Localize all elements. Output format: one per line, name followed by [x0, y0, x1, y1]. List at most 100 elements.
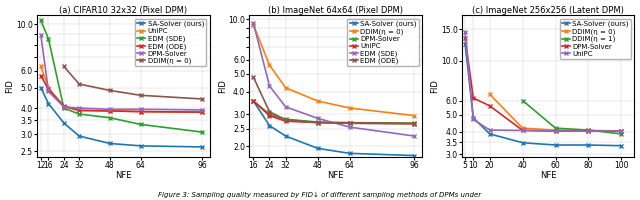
- SA-Solver (ours): [584, 144, 592, 146]
- EDM (SDE): [250, 22, 257, 24]
- DPM-Solver: [45, 90, 52, 93]
- UniPC: [106, 110, 114, 112]
- DDIM(η = 0): [198, 98, 206, 100]
- Line: DDIM(η = 0): DDIM(η = 0): [251, 22, 417, 118]
- DDIM(η = 0): [346, 107, 354, 109]
- EDM (SDE): [314, 117, 321, 120]
- DPM-Solver: [250, 100, 257, 102]
- SA-Solver (ours): [314, 147, 321, 150]
- DPM-Solver: [76, 107, 83, 109]
- UniPC: [461, 31, 469, 33]
- SA-Solver (ours): [250, 100, 257, 102]
- Line: EDM (ODE): EDM (ODE): [38, 73, 204, 115]
- EDM (ODE): [314, 121, 321, 124]
- DDIM(η = 1): [552, 127, 559, 129]
- SA-Solver (ours): [60, 122, 68, 124]
- DPM-Solver: [552, 130, 559, 132]
- Line: SA-Solver (ours): SA-Solver (ours): [38, 85, 204, 149]
- DDIM(η = 0): [106, 89, 114, 92]
- Legend: SA-Solver (ours), DDIM(η = 0), DPM-Solver, UniPC, EDM (SDE), EDM (ODE): SA-Solver (ours), DDIM(η = 0), DPM-Solve…: [348, 19, 419, 66]
- EDM (ODE): [198, 111, 206, 113]
- DDIM(η = 0): [486, 93, 493, 96]
- UniPC: [60, 106, 68, 108]
- SA-Solver (ours): [76, 135, 83, 137]
- DDIM(η = 1): [519, 99, 527, 102]
- EDM (SDE): [60, 107, 68, 109]
- DDIM(η = 0): [266, 64, 273, 66]
- SA-Solver (ours): [266, 124, 273, 127]
- EDM (SDE): [198, 131, 206, 133]
- DDIM(η = 0): [410, 114, 418, 117]
- DPM-Solver: [461, 36, 469, 39]
- EDM (ODE): [410, 123, 418, 125]
- SA-Solver (ours): [618, 145, 625, 147]
- UniPC: [76, 109, 83, 112]
- UniPC: [282, 120, 289, 122]
- DDIM(η = 0): [250, 24, 257, 26]
- DDIM(η = 0): [76, 83, 83, 85]
- EDM (SDE): [45, 38, 52, 40]
- UniPC: [314, 121, 321, 124]
- UniPC: [37, 65, 45, 68]
- DPM-Solver: [486, 105, 493, 107]
- DDIM(η = 0): [314, 100, 321, 102]
- SA-Solver (ours): [552, 144, 559, 146]
- DDIM(η = 1): [618, 133, 625, 135]
- EDM (SDE): [346, 126, 354, 128]
- EDM (SDE): [282, 106, 289, 108]
- SA-Solver (ours): [461, 42, 469, 45]
- DPM-Solver: [106, 108, 114, 110]
- DPM-Solver: [137, 108, 145, 110]
- DPM-Solver: [60, 106, 68, 108]
- Line: DDIM(η = 0): DDIM(η = 0): [61, 64, 204, 101]
- DPM-Solver: [470, 97, 477, 99]
- Line: DPM-Solver: DPM-Solver: [251, 99, 417, 126]
- DPM-Solver: [282, 118, 289, 120]
- DDIM(η = 1): [584, 129, 592, 131]
- Title: (c) ImageNet 256x256 (Latent DPM): (c) ImageNet 256x256 (Latent DPM): [472, 6, 624, 15]
- UniPC: [45, 86, 52, 89]
- Line: EDM (SDE): EDM (SDE): [38, 18, 204, 135]
- Y-axis label: FID: FID: [6, 79, 15, 93]
- UniPC: [346, 122, 354, 124]
- UniPC: [618, 130, 625, 132]
- DPM-Solver: [584, 130, 592, 132]
- UniPC: [552, 130, 559, 132]
- DDIM(η = 0): [137, 94, 145, 96]
- SA-Solver (ours): [106, 142, 114, 145]
- EDM (ODE): [282, 119, 289, 121]
- Title: (a) CIFAR10 32x32 (Pixel DPM): (a) CIFAR10 32x32 (Pixel DPM): [60, 6, 188, 15]
- DPM-Solver: [618, 130, 625, 132]
- UniPC: [486, 129, 493, 131]
- UniPC: [519, 129, 527, 132]
- EDM (SDE): [106, 117, 114, 119]
- EDM (SDE): [137, 123, 145, 126]
- DDIM(η = 0): [552, 129, 559, 131]
- DPM-Solver: [266, 113, 273, 116]
- Y-axis label: FID: FID: [218, 79, 227, 93]
- Line: UniPC: UniPC: [38, 64, 204, 115]
- X-axis label: NFE: NFE: [540, 171, 556, 180]
- EDM (ODE): [137, 110, 145, 113]
- Text: Figure 3: Sampling quality measured by FID↓ of different sampling methods of DPM: Figure 3: Sampling quality measured by F…: [159, 192, 481, 198]
- Line: EDM (ODE): EDM (ODE): [251, 75, 417, 126]
- SA-Solver (ours): [519, 142, 527, 144]
- Line: DDIM(η = 1): DDIM(η = 1): [520, 98, 624, 136]
- UniPC: [266, 114, 273, 117]
- UniPC: [584, 130, 592, 132]
- DPM-Solver: [519, 129, 527, 132]
- SA-Solver (ours): [137, 145, 145, 147]
- SA-Solver (ours): [486, 133, 493, 135]
- EDM (ODE): [106, 110, 114, 112]
- DDIM(η = 0): [519, 127, 527, 129]
- DPM-Solver: [198, 109, 206, 111]
- DPM-Solver: [314, 121, 321, 123]
- SA-Solver (ours): [45, 102, 52, 105]
- UniPC: [470, 118, 477, 121]
- DDIM(η = 0): [618, 130, 625, 132]
- Legend: SA-Solver (ours), UniPC, EDM (SDE), EDM (ODE), DPM-Solver, DDIM(η = 0): SA-Solver (ours), UniPC, EDM (SDE), EDM …: [135, 19, 206, 66]
- X-axis label: NFE: NFE: [115, 171, 132, 180]
- EDM (ODE): [37, 74, 45, 77]
- EDM (ODE): [45, 88, 52, 91]
- SA-Solver (ours): [346, 152, 354, 155]
